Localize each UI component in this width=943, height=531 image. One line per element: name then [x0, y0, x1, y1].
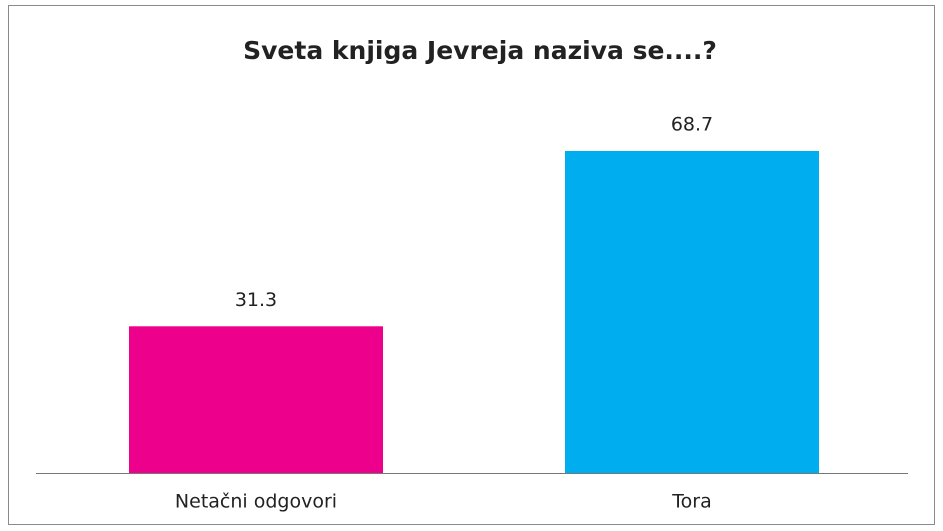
x-tick-label: Tora [671, 491, 711, 513]
bar [129, 326, 383, 473]
value-label: 68.7 [671, 114, 713, 136]
chart-title: Sveta knjiga Jevreja naziva se....? [243, 36, 717, 65]
value-label: 31.3 [235, 289, 277, 311]
bar [565, 151, 819, 473]
x-tick-label: Netačni odgovori [175, 491, 337, 513]
